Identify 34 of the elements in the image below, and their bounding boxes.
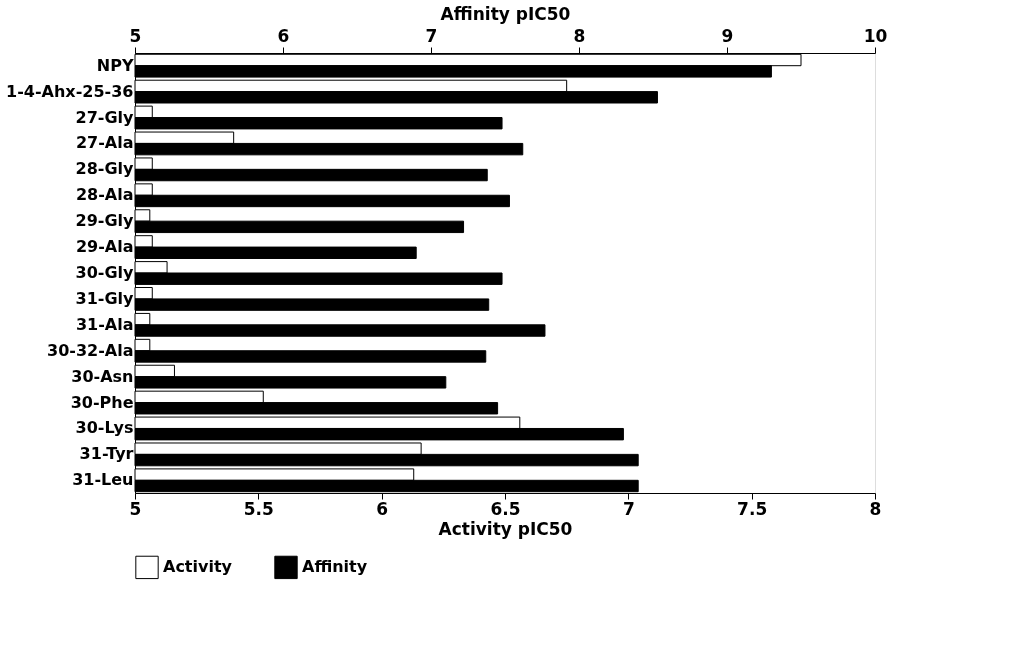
x-tick-label: 5 bbox=[129, 498, 142, 519]
x-tick-label: 6.5 bbox=[490, 498, 521, 519]
y-tick-label: 30-Lys bbox=[75, 418, 134, 438]
y-tick-label: 31-Gly bbox=[75, 288, 135, 308]
y-tick-label: 30-Gly bbox=[75, 263, 135, 282]
x-tick-label: 7.5 bbox=[737, 498, 768, 519]
x-axis-title: Activity pIC50 bbox=[438, 518, 573, 539]
y-tick-label: 27-Gly bbox=[75, 107, 135, 127]
y-tick-label: 29-Ala bbox=[75, 237, 134, 257]
y-tick-label: 30-32-Ala bbox=[47, 340, 134, 360]
x2-tick-label: 7 bbox=[425, 25, 438, 46]
x-tick-label: 7 bbox=[622, 498, 635, 519]
y-tick-label: 1-4-Ahx-25-36 bbox=[6, 81, 134, 101]
legend-label: Activity bbox=[163, 557, 233, 577]
x-tick-label: 5.5 bbox=[243, 498, 274, 519]
x2-tick-label: 9 bbox=[721, 25, 734, 46]
y-tick-label: 29-Gly bbox=[75, 211, 135, 231]
legend-label: Affinity bbox=[302, 557, 368, 577]
x-tick-label: 6 bbox=[376, 498, 389, 519]
x2-tick-label: 8 bbox=[573, 25, 586, 46]
y-tick-label: 31-Leu bbox=[72, 470, 134, 490]
y-tick-label: 28-Gly bbox=[75, 159, 135, 179]
y-tick-label: 28-Ala bbox=[75, 185, 134, 205]
y-tick-label: 27-Ala bbox=[75, 133, 134, 153]
x2-axis-title: Affinity pIC50 bbox=[440, 3, 571, 24]
x2-tick-label: 6 bbox=[277, 25, 290, 46]
y-tick-label: NPY bbox=[96, 55, 134, 75]
x2-tick-label: 5 bbox=[129, 25, 142, 46]
x-tick-label: 8 bbox=[869, 498, 882, 519]
y-tick-label: 31-Ala bbox=[75, 314, 134, 334]
y-tick-label: 30-Asn bbox=[71, 366, 134, 386]
y-tick-label: 30-Phe bbox=[70, 392, 134, 412]
x2-tick-label: 10 bbox=[863, 25, 888, 46]
y-tick-label: 31-Tyr bbox=[79, 444, 134, 464]
